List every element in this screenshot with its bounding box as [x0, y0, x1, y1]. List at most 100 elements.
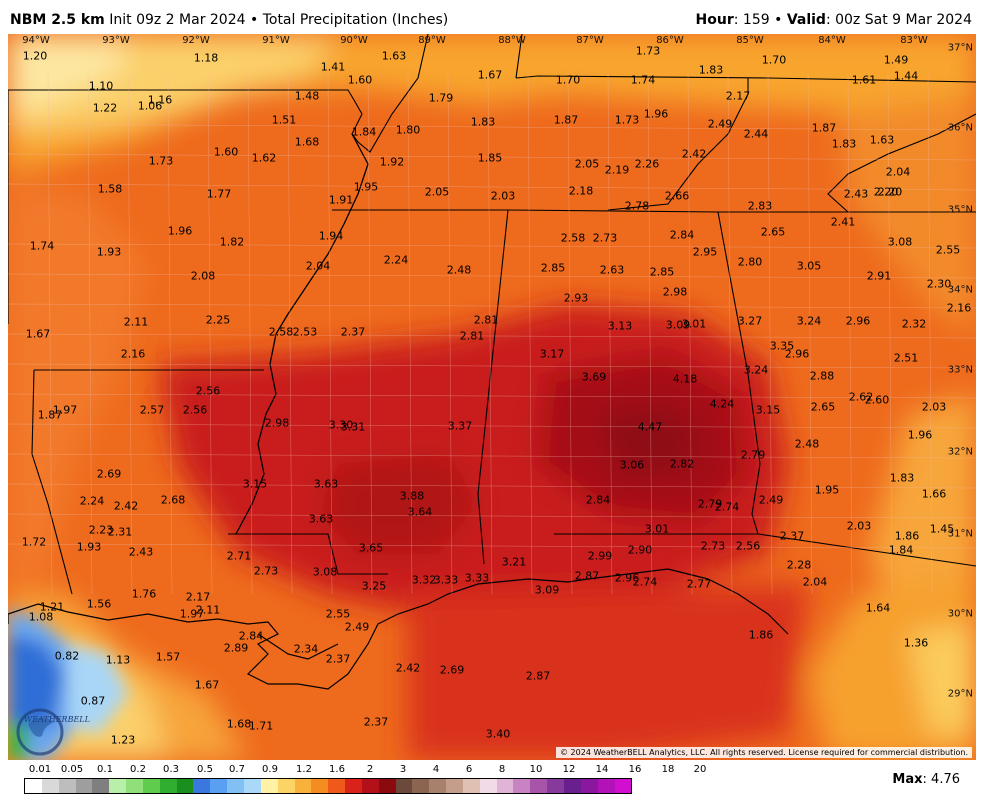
precip-value-label: 1.71 [248, 719, 274, 733]
precip-value-label: 2.37 [340, 325, 366, 339]
colorbar-swatch [412, 779, 430, 793]
precip-value-label: 2.82 [669, 457, 695, 471]
colorbar-swatch [361, 779, 379, 793]
precip-value-label: 1.80 [395, 123, 421, 137]
precip-value-label: 2.48 [794, 437, 820, 451]
longitude-label: 85°W [736, 35, 764, 46]
precip-value-label: 1.16 [147, 93, 173, 107]
colorbar-swatch [530, 779, 548, 793]
colorbar-swatch [277, 779, 295, 793]
precip-value-label: 1.83 [831, 137, 857, 151]
precip-value-label: 1.06 [137, 99, 163, 113]
precip-value-label: 2.66 [664, 189, 690, 203]
precip-value-label: 2.53 [292, 325, 318, 339]
precip-value-label: 2.51 [893, 351, 919, 365]
precip-value-label: 3.09 [534, 583, 560, 597]
precip-value-label: 2.37 [363, 715, 389, 729]
precip-value-label: 2.24 [383, 253, 409, 267]
precip-value-label: 2.73 [253, 564, 279, 578]
precip-value-label: 2.79 [697, 497, 723, 511]
precip-value-label: 1.86 [748, 628, 774, 642]
colorbar-swatch [260, 779, 278, 793]
precip-value-label: 3.24 [796, 314, 822, 328]
precip-value-label: 3.65 [358, 541, 384, 555]
colorbar-swatch [126, 779, 143, 793]
colorbar-tick-label: 16 [628, 764, 642, 775]
precip-value-label: 2.96 [845, 314, 871, 328]
precip-value-label: 2.42 [113, 499, 139, 513]
precip-value-label: 3.09 [665, 318, 691, 332]
precip-value-label: 1.67 [25, 327, 51, 341]
colorbar-swatch [25, 779, 42, 793]
precip-value-label: 2.49 [344, 620, 370, 634]
colorbar-swatch [41, 779, 59, 793]
precip-value-label: 2.65 [810, 400, 836, 414]
precip-value-label: 2.11 [123, 315, 149, 329]
header-bar: NBM 2.5 km Init 09z 2 Mar 2024 • Total P… [0, 0, 984, 34]
precip-value-label: 2.74 [714, 500, 740, 514]
precip-value-label: 1.84 [888, 543, 914, 557]
colorbar-swatch [614, 779, 632, 793]
longitude-label: 91°W [262, 35, 290, 46]
precip-value-label: 2.98 [264, 416, 290, 430]
precip-value-label: 1.60 [213, 145, 239, 159]
coastline [8, 568, 789, 690]
precip-value-label: 2.05 [424, 185, 450, 199]
precip-value-label: 3.69 [581, 370, 607, 384]
precip-value-label: 2.56 [735, 539, 761, 553]
river-boundary [235, 133, 369, 535]
longitude-label: 87°W [576, 35, 604, 46]
precip-colorbar [24, 778, 633, 794]
colorbar-tick-label: 0.05 [60, 764, 84, 775]
precip-value-label: 1.70 [555, 73, 581, 87]
precip-value-label: 1.67 [194, 678, 220, 692]
latitude-label: 30°N [947, 608, 973, 620]
latitude-label: 32°N [947, 446, 973, 458]
precip-value-label: 1.66 [921, 487, 947, 501]
precip-value-label: 2.83 [747, 199, 773, 213]
map-title: NBM 2.5 km Init 09z 2 Mar 2024 • Total P… [10, 12, 448, 28]
precip-value-label: 2.20 [873, 185, 899, 199]
precip-value-label: 2.62 [848, 390, 874, 404]
precip-value-label: 2.58 [268, 325, 294, 339]
colorbar-tick-label: 10 [529, 764, 543, 775]
precip-value-label: 1.97 [179, 607, 205, 621]
precip-value-label: 1.45 [929, 522, 955, 536]
longitude-label: 89°W [418, 35, 446, 46]
longitude-label: 86°W [656, 35, 684, 46]
precip-value-label: 2.63 [599, 263, 625, 277]
precip-value-label: 1.83 [889, 471, 915, 485]
precip-value-label: 4.18 [672, 372, 698, 386]
precip-value-label: 2.04 [802, 575, 828, 589]
precip-value-label: 2.87 [525, 669, 551, 683]
colorbar-swatch [462, 779, 480, 793]
colorbar-swatch [479, 779, 497, 793]
precip-value-label: 3.24 [743, 363, 769, 377]
precip-value-label: 3.63 [313, 477, 339, 491]
precip-value-label: 2.37 [779, 529, 805, 543]
precip-value-label: 1.44 [893, 69, 919, 83]
colorbar-swatch [92, 779, 110, 793]
precip-value-label: 2.43 [128, 545, 154, 559]
precip-value-label: 2.77 [686, 577, 712, 591]
precip-value-label: 1.64 [865, 601, 891, 615]
colorbar-tick-label: 20 [693, 764, 707, 775]
precip-value-label: 3.01 [644, 522, 670, 536]
precip-value-label: 2.49 [707, 117, 733, 131]
longitude-label: 84°W [818, 35, 846, 46]
colorbar-tick-label: 0.3 [163, 764, 179, 775]
precip-value-label: 1.51 [271, 113, 297, 127]
precip-value-label: 2.03 [490, 189, 516, 203]
precip-value-label: 1.74 [630, 73, 656, 87]
colorbar-swatch [294, 779, 312, 793]
colorbar-swatch [176, 779, 194, 793]
svg-text:WEATHERBELL: WEATHERBELL [24, 715, 90, 724]
precip-value-label: 2.32 [901, 317, 927, 331]
precip-value-label: 2.16 [120, 347, 146, 361]
precip-value-label: 2.85 [649, 265, 675, 279]
precip-value-label: 2.08 [190, 269, 216, 283]
colorbar-swatch [210, 779, 228, 793]
precip-value-label: 2.88 [809, 369, 835, 383]
precip-value-label: 3.05 [796, 259, 822, 273]
precip-value-label: 2.95 [692, 245, 718, 259]
